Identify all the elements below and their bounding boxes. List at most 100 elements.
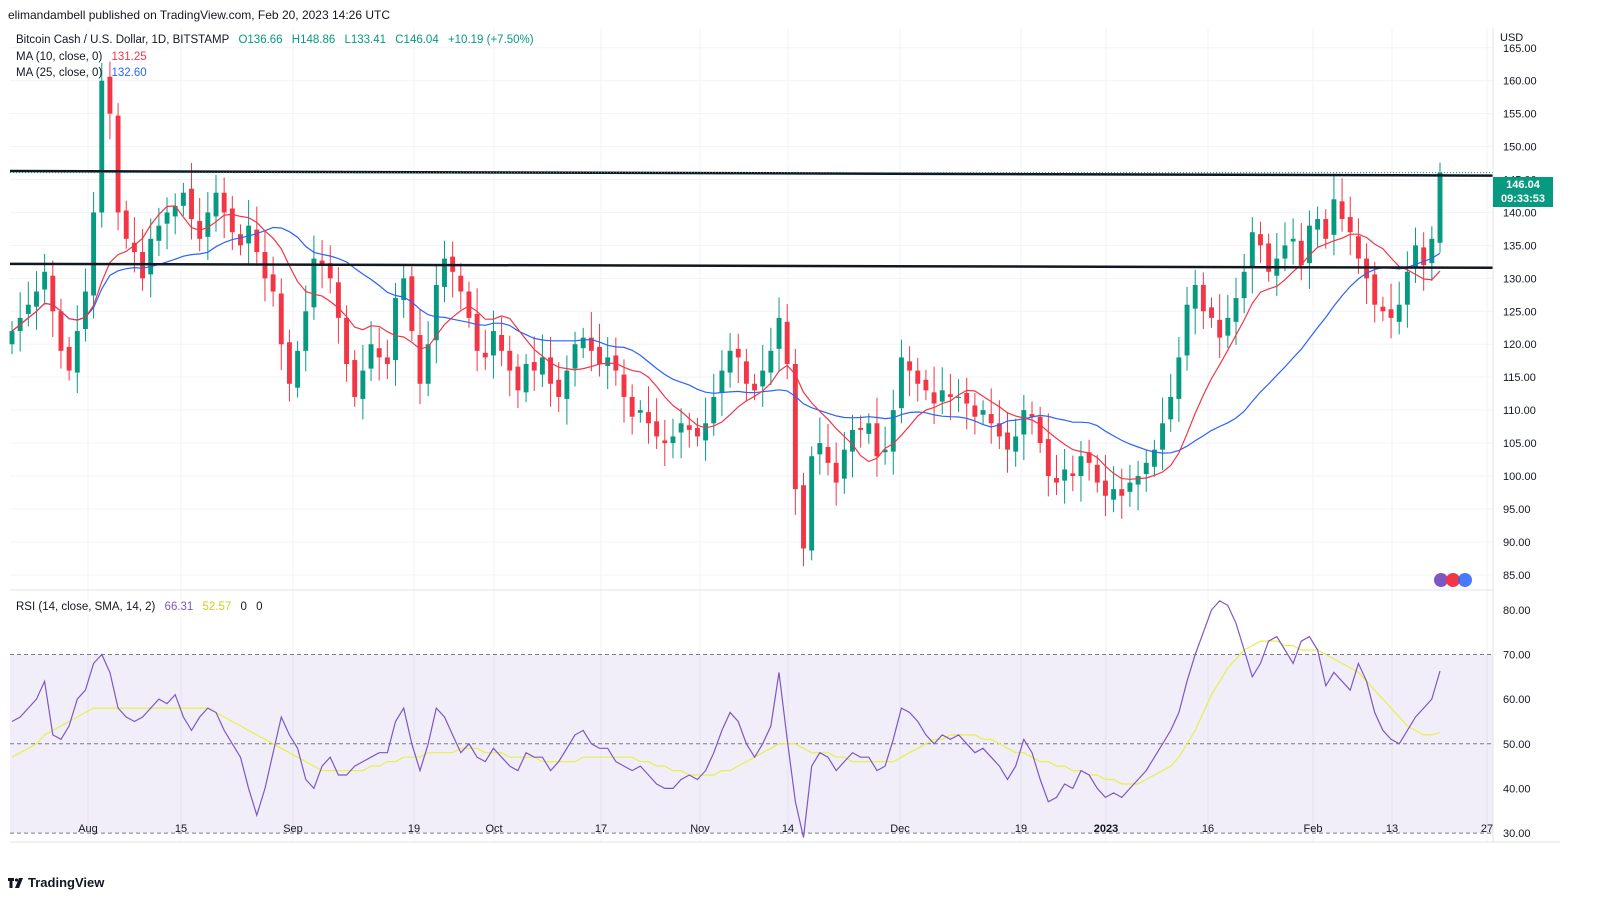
candle-body <box>515 366 521 391</box>
candle-body <box>360 370 366 399</box>
candle-body <box>703 423 709 441</box>
candle-body <box>1437 172 1443 243</box>
candle-body <box>621 374 627 397</box>
candle-body <box>711 396 717 424</box>
candle-body <box>490 331 496 356</box>
candle-body <box>605 357 611 366</box>
candle-body <box>760 370 766 387</box>
ma25-legend[interactable]: MA (25, close, 0) 132.60 <box>16 67 153 79</box>
candle-body <box>1054 477 1059 483</box>
candle-body <box>980 410 986 415</box>
candle-body <box>1290 238 1296 242</box>
candle-body <box>727 350 733 373</box>
candle-body <box>303 311 309 351</box>
time-x-axis: Aug 15 Sep 19 Oct 17 Nov 14 Dec 19 2023 16 Feb 13 27 <box>78 823 1493 835</box>
currency-icons <box>1434 573 1472 587</box>
price-tick-label: 115.00 <box>1503 372 1536 384</box>
candle-body <box>1184 304 1190 356</box>
candle-body <box>107 76 113 114</box>
time-tick-label: Aug <box>78 823 98 835</box>
ma10-value: 131.25 <box>111 51 147 63</box>
candle-body <box>1347 217 1353 233</box>
candle-body <box>694 427 700 437</box>
candle-body <box>801 485 806 549</box>
candle-body <box>34 291 39 307</box>
candle-body <box>972 405 978 417</box>
rsi-value: 66.31 <box>164 601 194 613</box>
candle-body <box>344 317 350 364</box>
candle-body <box>531 362 537 371</box>
main-legend: Bitcoin Cash / U.S. Dollar, 1D, BITSTAMP… <box>16 34 540 46</box>
price-tick-label: 165.00 <box>1503 43 1537 55</box>
candle-body <box>368 344 374 369</box>
candle-body <box>1339 201 1345 220</box>
candle-body <box>466 291 472 318</box>
rsi-legend[interactable]: RSI (14, close, SMA, 14, 2) 66.31 52.57 … <box>16 601 269 613</box>
candle-body <box>409 276 415 332</box>
candle-body <box>1200 284 1206 312</box>
candle-body <box>254 229 260 252</box>
candle-body <box>213 192 219 217</box>
high-value: H148.86 <box>291 34 336 46</box>
candle-body <box>401 278 407 301</box>
candle-body <box>1078 456 1084 476</box>
candle-body <box>115 115 121 213</box>
candle-body <box>1421 247 1427 266</box>
candle-body <box>1306 225 1312 264</box>
candle-body <box>123 210 129 239</box>
candle-body <box>246 225 252 244</box>
time-tick-label: 19 <box>1015 823 1027 835</box>
rsi-sma-value: 52.57 <box>202 601 232 613</box>
candle-body <box>792 364 798 490</box>
candle-body <box>425 344 431 384</box>
price-tick-label: 95.00 <box>1503 504 1531 516</box>
candle-body <box>295 350 301 388</box>
candle-body <box>499 335 505 351</box>
candle-body <box>482 352 488 358</box>
candle-body <box>523 364 529 393</box>
price-tick-label: 110.00 <box>1503 405 1536 417</box>
candle-body <box>180 192 186 206</box>
price-tick-label: 100.00 <box>1503 471 1537 483</box>
symbol-label[interactable]: Bitcoin Cash / U.S. Dollar, 1D, BITSTAMP <box>16 34 230 46</box>
candle-body <box>588 337 594 351</box>
candle-body <box>99 80 105 213</box>
candle-body <box>735 348 741 358</box>
price-pane-bg <box>10 28 1493 588</box>
ma10-legend[interactable]: MA (10, close, 0) 131.25 <box>16 51 153 63</box>
rsi-tick-label: 60.00 <box>1503 694 1531 706</box>
candle-body <box>238 234 243 246</box>
candle-body <box>1225 317 1231 336</box>
candle-body <box>825 447 831 463</box>
candle-body <box>1143 462 1149 475</box>
candle-body <box>1396 304 1402 322</box>
ma25-line <box>11 226 1441 454</box>
candle-body <box>1355 236 1361 259</box>
candle-body <box>939 390 945 402</box>
rsi-extra-2: 0 <box>256 601 263 613</box>
candle-body <box>996 423 1002 437</box>
time-tick-label: 2023 <box>1094 823 1118 835</box>
candle-body <box>393 298 398 361</box>
candle-body <box>1037 416 1043 444</box>
candle-body <box>311 258 317 308</box>
candle-body <box>646 412 651 424</box>
candle-body <box>335 282 341 318</box>
horizontal-levels[interactable] <box>9 169 1494 270</box>
price-tick-label: 150.00 <box>1503 142 1537 154</box>
candle-body <box>433 284 439 341</box>
tradingview-logo[interactable]: TradingView <box>8 875 104 890</box>
support-resistance-line <box>9 262 1494 270</box>
time-tick-label: Oct <box>485 823 502 835</box>
rsi-tick-label: 30.00 <box>1503 828 1531 840</box>
candle-body <box>58 311 64 351</box>
candle-body <box>25 304 31 314</box>
publisher-line: elimandambell published on TradingView.c… <box>8 8 391 22</box>
price-tick-label: 90.00 <box>1503 537 1531 549</box>
candle-body <box>1315 219 1321 230</box>
candle-body <box>1070 473 1076 476</box>
rsi-line <box>11 600 1441 838</box>
time-tick-label: Nov <box>690 823 710 835</box>
